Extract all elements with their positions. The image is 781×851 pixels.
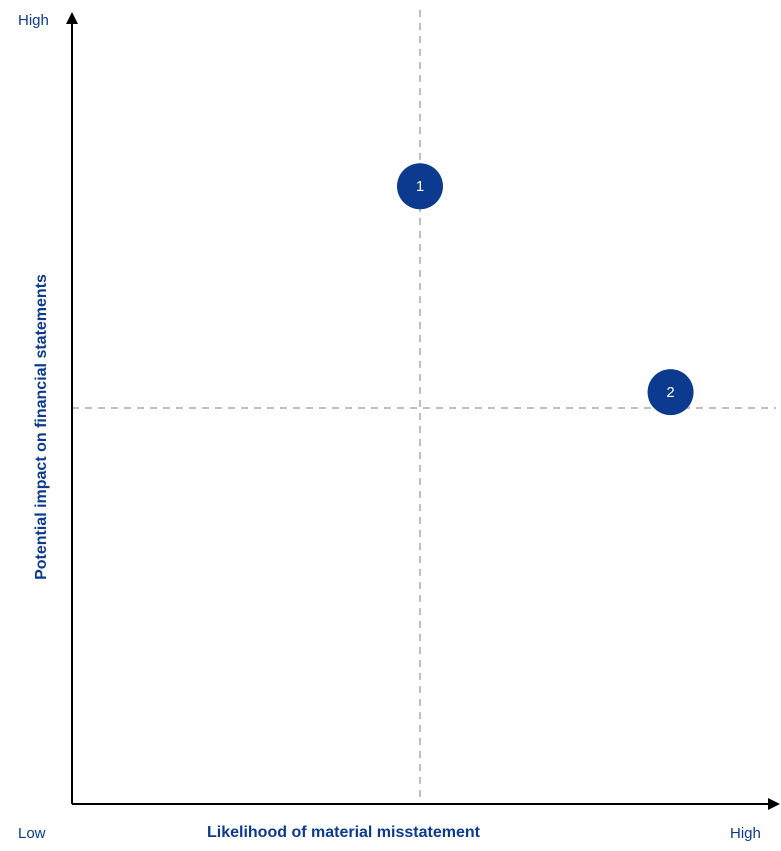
y-axis-title: Potential impact on financial statements bbox=[33, 274, 50, 580]
data-points: 12 bbox=[397, 163, 694, 416]
axes bbox=[66, 12, 780, 810]
data-point-1: 1 bbox=[397, 163, 443, 210]
x-axis-arrowhead bbox=[768, 798, 780, 810]
x-axis-title: Likelihood of material misstatement bbox=[207, 824, 480, 841]
data-point-label: 1 bbox=[416, 178, 424, 195]
data-point-label: 2 bbox=[666, 384, 674, 401]
y-axis-high-label: High bbox=[18, 12, 49, 29]
x-axis-high-label: High bbox=[730, 825, 761, 842]
data-point-marker bbox=[397, 163, 443, 210]
data-point-2: 2 bbox=[647, 369, 694, 416]
data-point-marker bbox=[647, 369, 694, 416]
y-axis-arrowhead bbox=[66, 12, 78, 24]
x-axis-low-label: Low bbox=[18, 825, 46, 842]
